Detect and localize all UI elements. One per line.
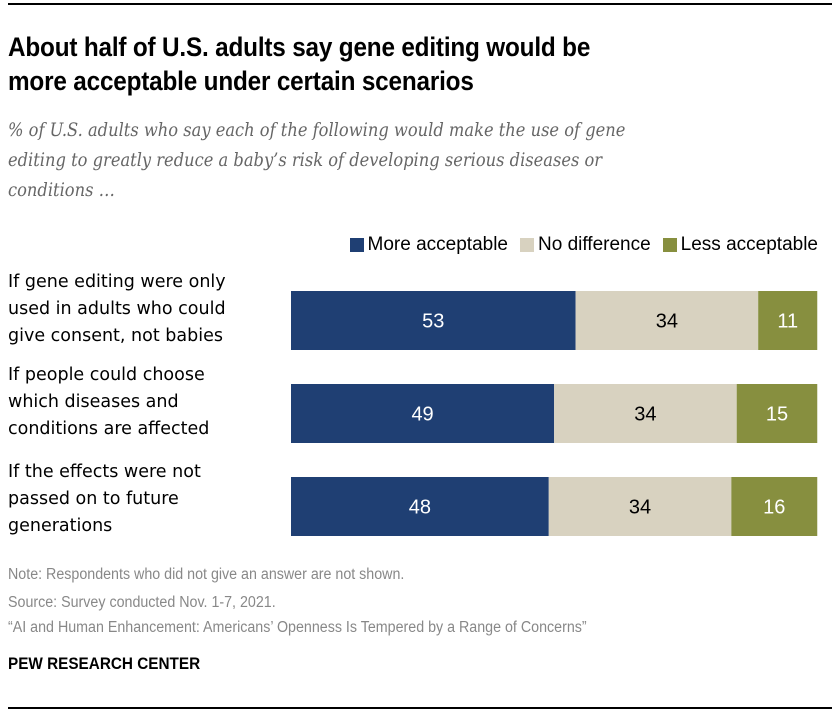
- category-label-line: generations: [8, 516, 113, 536]
- data-label: 48: [409, 497, 431, 519]
- category-label-line: used in adults who could: [8, 299, 226, 319]
- bar-segment-no-difference: [575, 291, 759, 350]
- bar-segment-more-acceptable: [291, 291, 576, 350]
- bar-row: 53 34 11: [291, 291, 818, 350]
- category-label: If people could choose which diseases an…: [8, 362, 278, 443]
- title-line: more acceptable under certain scenarios: [8, 66, 474, 96]
- subtitle-line: editing to greatly reduce a baby’s risk …: [8, 150, 603, 171]
- bar-segment-no-difference: [548, 477, 732, 536]
- footer-report-title: “AI and Human Enhancement: Americans’ Op…: [8, 619, 587, 636]
- subtitle-line: % of U.S. adults who say each of the fol…: [8, 120, 626, 141]
- data-label: 15: [766, 404, 788, 426]
- category-label-line: passed on to future: [8, 489, 179, 509]
- category-label: If the effects were not passed on to fut…: [8, 459, 278, 540]
- category-label-line: If people could choose: [8, 365, 205, 385]
- legend-item-more-acceptable: More acceptable: [349, 234, 508, 256]
- title-line: About half of U.S. adults say gene editi…: [8, 32, 591, 62]
- footer-source: Source: Survey conducted Nov. 1-7, 2021.: [8, 594, 276, 611]
- bottom-rule: [8, 707, 832, 709]
- legend-item-no-difference: No difference: [520, 234, 651, 256]
- legend: More acceptable No difference Less accep…: [338, 234, 818, 256]
- data-label: 49: [411, 404, 433, 426]
- legend-label: Less acceptable: [680, 234, 818, 255]
- legend-swatch: [520, 238, 534, 252]
- bar-segment-less-acceptable: [731, 477, 818, 536]
- legend-label: More acceptable: [367, 234, 508, 255]
- chart-title: About half of U.S. adults say gene editi…: [8, 30, 818, 98]
- category-label-line: give consent, not babies: [8, 326, 223, 346]
- data-label: 34: [656, 311, 678, 333]
- footer-note: Note: Respondents who did not give an an…: [8, 566, 405, 583]
- category-label-line: which diseases and: [8, 392, 179, 412]
- bar-segment-less-acceptable: [758, 291, 818, 350]
- brand-logo-text: PEW RESEARCH CENTER: [8, 654, 201, 673]
- legend-item-less-acceptable: Less acceptable: [662, 234, 818, 256]
- bar-row: 49 34 15: [291, 384, 818, 443]
- category-label-line: conditions are affected: [8, 419, 210, 439]
- bar-segment-no-difference: [554, 384, 737, 443]
- bar-segment-less-acceptable: [736, 384, 818, 443]
- chart-subtitle: % of U.S. adults who say each of the fol…: [8, 116, 818, 206]
- legend-swatch: [662, 238, 677, 252]
- bar-segment-more-acceptable: [291, 477, 549, 536]
- data-label: 34: [629, 497, 651, 519]
- data-label: 34: [634, 404, 656, 426]
- bar-row: 48 34 16: [291, 477, 818, 536]
- legend-label: No difference: [538, 234, 651, 255]
- bar-segment-more-acceptable: [291, 384, 555, 443]
- data-label: 11: [777, 311, 798, 333]
- data-label: 53: [422, 311, 444, 333]
- category-label-line: If gene editing were only: [8, 272, 226, 292]
- category-label-line: If the effects were not: [8, 462, 201, 482]
- legend-swatch: [349, 238, 364, 252]
- data-label: 16: [763, 497, 785, 519]
- subtitle-line: conditions …: [8, 180, 115, 201]
- category-label: If gene editing were only used in adults…: [8, 269, 278, 350]
- top-rule: [8, 3, 832, 5]
